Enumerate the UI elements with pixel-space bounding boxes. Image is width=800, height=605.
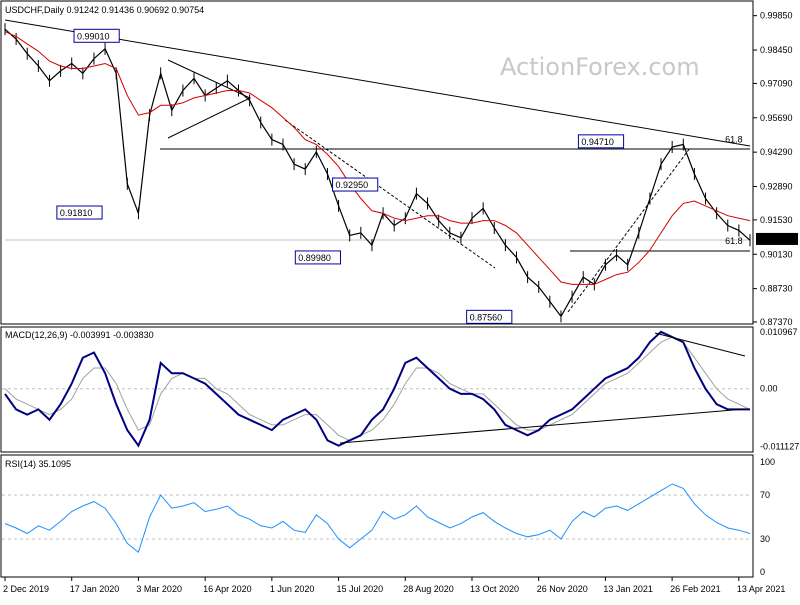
x-tick-label: 13 Oct 2020 [470,584,519,594]
price-y-tick-label: 0.97090 [760,78,793,88]
price-series-line [4,28,751,318]
price-annotation-label: 0.92950 [336,180,369,190]
x-tick-label: 3 Mar 2020 [136,584,182,594]
macd-header: MACD(12,26,9) -0.003991 -0.003830 [5,330,154,340]
watermark: ActionForex.com [500,53,700,81]
price-annotation-label: 0.89980 [298,253,331,263]
current-price-tag [756,232,798,245]
rsi-header: RSI(14) 35.1095 [5,459,71,469]
price-annotation-box [294,250,341,265]
macd-layer [2,330,752,448]
price-y-tick-label: 0.87370 [760,317,793,327]
x-tick-label: 26 Nov 2020 [537,584,588,594]
price-y-tick-label: 0.90130 [760,249,793,259]
dashed-down-channel [284,119,496,269]
x-tick-label: 26 Feb 2021 [670,584,721,594]
macd-support-line [339,408,746,444]
price-y-tick-label: 0.99850 [760,11,793,21]
price-y-tick-label: 0.88730 [760,284,793,294]
macd-signal-line [4,336,751,441]
dashed-up-channel [567,147,691,313]
price-annotation-label: 0.91810 [60,208,93,218]
x-tick-label: 2 Dec 2019 [3,584,49,594]
price-annotation-box [56,205,103,220]
price-annotation-box [73,28,120,43]
price-annotation-box [466,309,513,324]
x-tick-label: 28 Aug 2020 [403,584,454,594]
fib-level-label: 61.8 [725,236,743,246]
rsi-pane [0,454,754,578]
x-tick-label: 16 Apr 2020 [203,584,252,594]
price-annotation-label: 0.87560 [470,312,503,322]
macd-resistance-line [654,332,746,357]
price-annotation-box [577,134,625,149]
price-y-tick-label: 0.95690 [760,113,793,123]
x-tick-label: 17 Jan 2020 [70,584,120,594]
macd-pane [0,326,754,453]
moving-average-line [4,31,751,285]
rsi-layer [2,483,752,554]
price-pane [0,0,754,325]
rsi-y-tick-label: 100 [760,457,775,467]
x-tick-label: 13 Jan 2021 [603,584,653,594]
x-tick-label: 1 Jun 2020 [270,584,315,594]
long-term-trendline [4,19,751,147]
x-tick-label: 15 Jul 2020 [337,584,384,594]
price-annotation-label: 0.99010 [77,31,110,41]
rsi-y-tick-label: 0 [760,567,765,577]
axis-layer: 0.99850 0.98450 0.97090 0.95690 0.94290 0.928… [3,11,799,594]
x-tick-label: 13 Apr 2021 [737,584,786,594]
current-price-label: 0.90754 [759,234,792,244]
macd-y-tick-label: 0.010967 [760,327,798,337]
price-annotation-box [332,177,379,192]
price-y-tick-label: 0.94290 [760,147,793,157]
price-y-tick-label: 0.98450 [760,45,793,55]
macd-main-line [4,330,750,448]
price-header: USDCHF,Daily 0.91242 0.91436 0.90692 0.9… [5,5,204,15]
rsi-y-tick-label: 30 [760,534,770,544]
price-y-tick-label: 0.92890 [760,182,793,192]
macd-y-tick-label: 0.00 [760,384,778,394]
price-annotation-label: 0.94710 [581,137,614,147]
rsi-line [4,483,751,554]
rsi-y-tick-label: 70 [760,490,770,500]
price-y-tick-label: 0.91530 [760,215,793,225]
price-layer: 0.99010 0.91810 0.92950 0.89980 0.87560 0.947… [4,19,751,324]
macd-y-tick-label: -0.011127 [760,441,799,451]
fib-level-label: 61.8 [725,135,743,145]
